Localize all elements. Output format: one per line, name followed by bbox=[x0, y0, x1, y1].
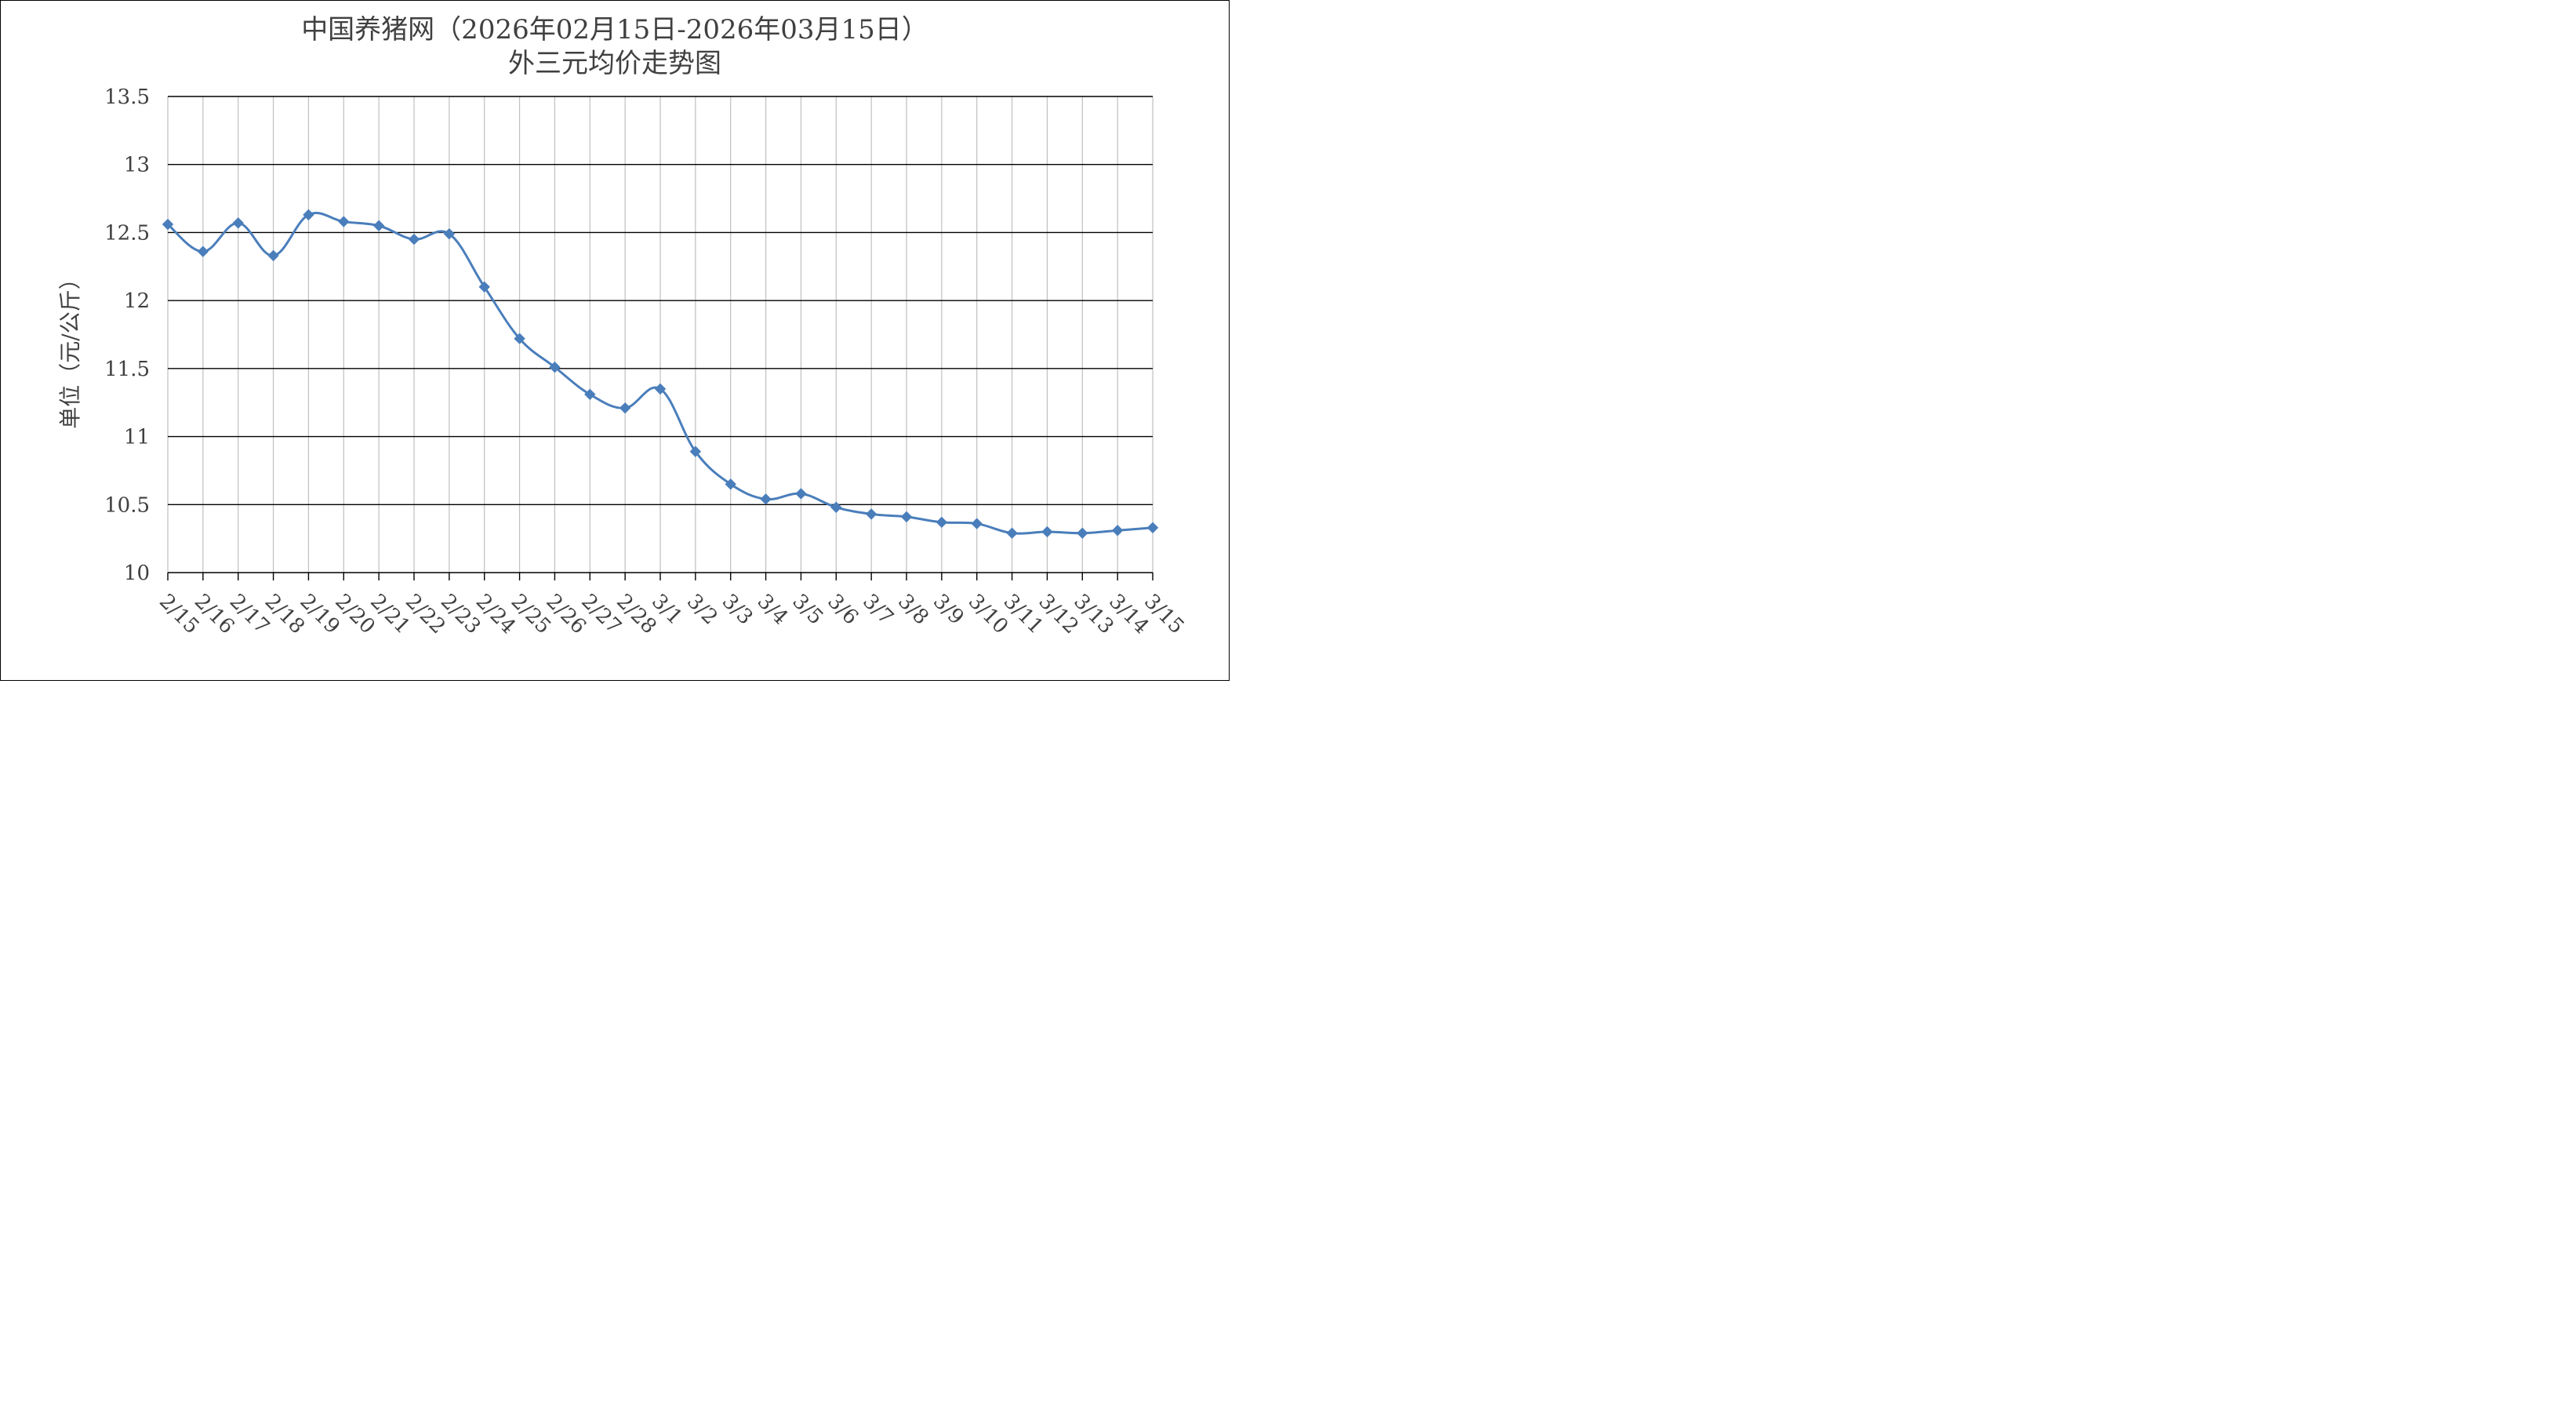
y-tick-label: 10 bbox=[124, 562, 150, 585]
x-tick-label: 2/28 bbox=[612, 590, 661, 639]
x-tick-label: 3/5 bbox=[787, 590, 827, 630]
y-axis-title: 单位（元/公斤） bbox=[57, 267, 83, 428]
data-point-marker bbox=[338, 216, 350, 227]
data-point-marker bbox=[232, 217, 244, 229]
data-point-marker bbox=[865, 508, 877, 520]
y-tick-label: 13.5 bbox=[104, 85, 150, 109]
data-point-marker bbox=[1006, 527, 1018, 539]
data-point-marker bbox=[197, 246, 209, 257]
data-point-marker bbox=[936, 516, 948, 529]
chart-container: 中国养猪网（2026年02月15日-2026年03月15日） 外三元均价走势图 … bbox=[0, 0, 1230, 681]
x-tick-label: 3/2 bbox=[682, 590, 722, 630]
x-tick-label: 2/18 bbox=[260, 590, 310, 639]
tick-label-layer: 10 10.5 11 11.5 12 12.5 13 13.5 2/152/162/172/18… bbox=[104, 85, 1188, 638]
x-tick-label: 2/26 bbox=[541, 590, 590, 639]
y-tick-label: 11 bbox=[124, 426, 150, 449]
data-point-marker bbox=[1041, 526, 1053, 538]
y-tick-label: 12.5 bbox=[104, 221, 150, 245]
x-tick-label: 2/20 bbox=[330, 590, 380, 639]
line-chart: 中国养猪网（2026年02月15日-2026年03月15日） 外三元均价走势图 … bbox=[57, 14, 1189, 638]
data-point-marker bbox=[654, 383, 667, 395]
x-tick-label: 3/11 bbox=[999, 590, 1048, 639]
data-point-marker bbox=[478, 281, 490, 293]
x-tick-label: 3/3 bbox=[718, 590, 758, 630]
x-tick-label: 2/27 bbox=[576, 590, 626, 639]
x-tick-label: 3/7 bbox=[858, 590, 898, 630]
chart-title-line1: 中国养猪网（2026年02月15日-2026年03月15日） bbox=[301, 14, 928, 45]
data-point-marker bbox=[725, 478, 736, 490]
x-tick-label: 3/8 bbox=[893, 590, 933, 630]
x-tick-label: 2/16 bbox=[190, 590, 239, 639]
data-point-marker bbox=[760, 493, 772, 505]
data-point-marker bbox=[303, 209, 314, 221]
data-point-marker bbox=[408, 233, 420, 246]
data-point-marker bbox=[900, 511, 913, 523]
x-tick-label: 3/9 bbox=[928, 590, 968, 630]
data-point-marker bbox=[162, 218, 174, 231]
data-point-marker bbox=[619, 402, 631, 414]
x-tick-label: 2/21 bbox=[365, 590, 415, 639]
x-tick-label: 3/13 bbox=[1069, 590, 1118, 639]
x-tick-label: 2/24 bbox=[471, 590, 521, 639]
y-tick-label: 12 bbox=[124, 289, 150, 313]
data-point-marker bbox=[1146, 522, 1159, 533]
data-point-marker bbox=[830, 501, 842, 513]
data-point-marker bbox=[443, 227, 456, 240]
data-point-marker bbox=[514, 333, 525, 344]
x-tick-label: 3/4 bbox=[753, 590, 793, 630]
axis-layer bbox=[167, 572, 1154, 580]
x-tick-label: 2/19 bbox=[295, 590, 344, 639]
data-point-marker bbox=[549, 361, 561, 373]
x-tick-label: 2/25 bbox=[507, 590, 556, 639]
x-tick-label: 3/15 bbox=[1139, 590, 1189, 639]
data-point-marker bbox=[372, 220, 385, 231]
x-tick-label: 3/14 bbox=[1104, 590, 1154, 639]
x-tick-label: 2/22 bbox=[401, 590, 450, 639]
data-point-marker bbox=[795, 488, 807, 500]
x-tick-label: 2/15 bbox=[154, 590, 204, 639]
chart-title-line2: 外三元均价走势图 bbox=[508, 48, 721, 79]
data-point-marker bbox=[267, 249, 279, 262]
data-point-marker bbox=[1077, 527, 1088, 539]
x-tick-label: 3/12 bbox=[1034, 590, 1083, 639]
data-point-marker bbox=[689, 446, 702, 457]
y-tick-label: 11.5 bbox=[104, 358, 150, 381]
y-tick-label: 10.5 bbox=[104, 493, 150, 517]
grid-layer bbox=[167, 96, 1154, 573]
data-point-marker bbox=[1111, 525, 1124, 537]
y-tick-label: 13 bbox=[124, 154, 150, 177]
data-point-marker bbox=[971, 518, 983, 529]
x-tick-label: 3/10 bbox=[964, 590, 1013, 639]
x-tick-label: 2/17 bbox=[225, 590, 274, 639]
x-tick-label: 3/6 bbox=[823, 590, 863, 630]
x-tick-label: 2/23 bbox=[436, 590, 485, 639]
series-layer bbox=[162, 209, 1159, 539]
data-point-marker bbox=[584, 388, 596, 401]
